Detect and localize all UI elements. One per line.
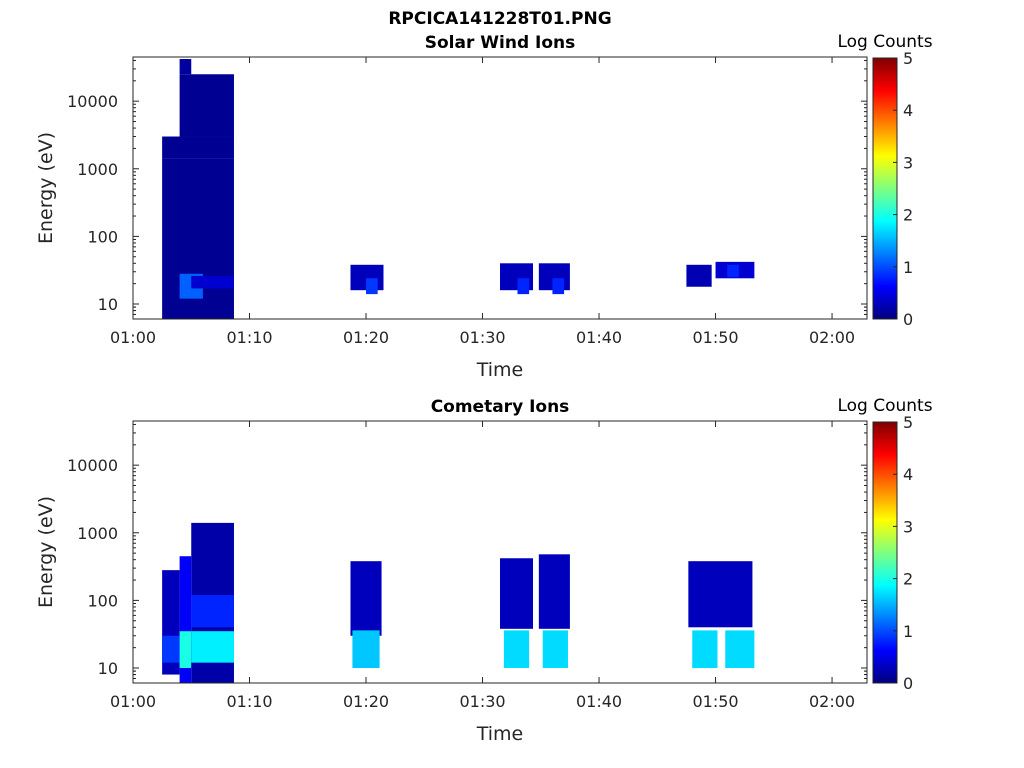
colorbar-label: Log Counts — [837, 396, 932, 416]
data-block — [191, 631, 234, 663]
colorbar: 0 1 2 3 4 5 Log Counts — [837, 396, 932, 693]
y-axis-ticks: 10 100 1000 10000 — [67, 59, 867, 320]
data-block — [366, 278, 378, 295]
x-tick-label: 01:00 — [110, 328, 156, 347]
y-tick-label: 10 — [98, 659, 118, 678]
data-block — [352, 630, 380, 669]
x-tick-label: 01:30 — [459, 692, 505, 711]
x-tick-label: 01:50 — [692, 328, 738, 347]
plot-area-frame — [132, 420, 868, 684]
colorbar-ticks: 0 1 2 3 4 5 — [893, 413, 913, 693]
colorbar-tick-label: 5 — [903, 413, 913, 432]
data-block — [686, 264, 712, 287]
data-block — [350, 561, 382, 636]
data-block — [179, 59, 192, 75]
colorbar-gradient — [872, 421, 898, 684]
y-tick-label: 1000 — [77, 524, 118, 543]
colorbar-label: Log Counts — [837, 32, 932, 52]
colorbar-gradient — [872, 57, 898, 320]
colorbar: 0 1 2 3 4 5 Log Counts — [837, 32, 932, 329]
x-tick-label: 01:10 — [226, 692, 272, 711]
x-tick-label: 01:20 — [343, 692, 389, 711]
data-block — [688, 561, 753, 628]
x-tick-label: 01:40 — [576, 328, 622, 347]
y-tick-label: 100 — [87, 591, 118, 610]
spectrogram-data — [162, 522, 755, 683]
colorbar-tick-label: 4 — [903, 465, 913, 484]
x-tick-label: 01:20 — [343, 328, 389, 347]
data-block — [727, 264, 739, 278]
data-block — [503, 630, 530, 669]
data-block — [162, 635, 180, 663]
data-block — [179, 74, 234, 137]
y-axis-label: Energy (eV) — [35, 132, 57, 244]
data-block — [517, 278, 530, 295]
data-block — [179, 556, 192, 683]
data-block — [191, 275, 234, 289]
x-axis-label: Time — [476, 723, 524, 745]
x-tick-label: 01:50 — [692, 692, 738, 711]
x-axis-ticks: 01:00 01:10 01:20 01:30 01:40 01:50 02:00 — [110, 421, 855, 711]
data-block — [542, 630, 568, 669]
x-axis-ticks: 01:00 01:10 01:20 01:30 01:40 01:50 02:00 — [110, 57, 855, 347]
data-block — [179, 631, 192, 669]
data-block — [162, 136, 234, 159]
colorbar-tick-label: 5 — [903, 49, 913, 68]
data-block — [191, 595, 234, 628]
y-tick-label: 1000 — [77, 160, 118, 179]
x-tick-label: 02:00 — [809, 692, 855, 711]
x-tick-label: 01:10 — [226, 328, 272, 347]
panel-solar-wind-ions: Solar Wind Ions 01:00 01:10 01:20 01:30 01:4… — [35, 32, 933, 381]
x-tick-label: 01:30 — [459, 328, 505, 347]
colorbar-tick-label: 1 — [903, 258, 913, 277]
panel-cometary-ions: Cometary Ions 01:00 01:10 01:20 01:30 01:40 0… — [35, 396, 933, 745]
colorbar-tick-label: 0 — [903, 674, 913, 693]
y-axis-ticks: 10 100 1000 10000 — [67, 423, 867, 684]
colorbar-ticks: 0 1 2 3 4 5 — [893, 49, 913, 329]
y-tick-label: 10000 — [67, 92, 118, 111]
y-axis-label: Energy (eV) — [35, 496, 57, 608]
data-block — [538, 554, 570, 629]
x-tick-label: 02:00 — [809, 328, 855, 347]
panel-title: Cometary Ions — [431, 397, 570, 417]
y-tick-label: 10000 — [67, 456, 118, 475]
x-axis-label: Time — [476, 359, 524, 381]
x-tick-label: 01:00 — [110, 692, 156, 711]
colorbar-tick-label: 0 — [903, 310, 913, 329]
data-block — [725, 630, 755, 669]
x-tick-label: 01:40 — [576, 692, 622, 711]
colorbar-tick-label: 4 — [903, 101, 913, 120]
data-block — [692, 630, 718, 669]
colorbar-tick-label: 3 — [903, 517, 913, 536]
spectrogram-data — [162, 59, 755, 319]
colorbar-tick-label: 1 — [903, 622, 913, 641]
data-block — [552, 278, 565, 295]
colorbar-tick-label: 2 — [903, 206, 913, 225]
y-tick-label: 10 — [98, 295, 118, 314]
plot-area-frame — [132, 56, 868, 320]
data-block — [500, 558, 534, 629]
panel-title: Solar Wind Ions — [425, 33, 576, 53]
figure-title: RPCICA141228T01.PNG — [388, 9, 611, 29]
y-tick-label: 100 — [87, 227, 118, 246]
colorbar-tick-label: 2 — [903, 570, 913, 589]
colorbar-tick-label: 3 — [903, 153, 913, 172]
